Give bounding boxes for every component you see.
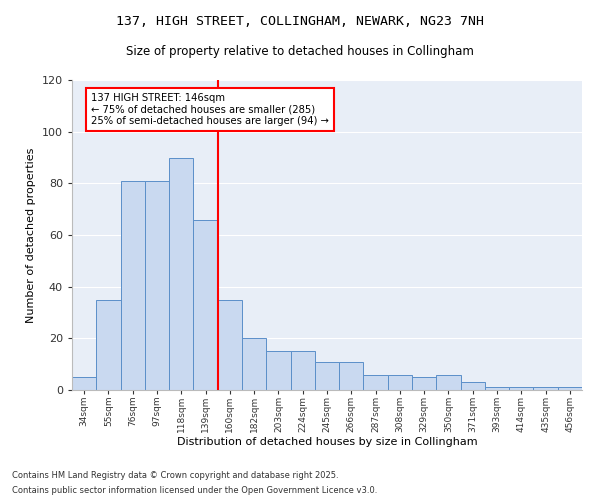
X-axis label: Distribution of detached houses by size in Collingham: Distribution of detached houses by size … xyxy=(176,438,478,448)
Bar xyxy=(242,338,266,390)
Bar xyxy=(558,388,582,390)
Bar xyxy=(290,351,315,390)
Bar xyxy=(96,300,121,390)
Bar xyxy=(364,374,388,390)
Bar xyxy=(533,388,558,390)
Bar xyxy=(436,374,461,390)
Bar xyxy=(339,362,364,390)
Text: 137 HIGH STREET: 146sqm
← 75% of detached houses are smaller (285)
25% of semi-d: 137 HIGH STREET: 146sqm ← 75% of detache… xyxy=(91,93,329,126)
Bar xyxy=(388,374,412,390)
Bar xyxy=(412,377,436,390)
Bar xyxy=(509,388,533,390)
Bar xyxy=(193,220,218,390)
Bar xyxy=(461,382,485,390)
Y-axis label: Number of detached properties: Number of detached properties xyxy=(26,148,36,322)
Text: Contains HM Land Registry data © Crown copyright and database right 2025.: Contains HM Land Registry data © Crown c… xyxy=(12,471,338,480)
Bar xyxy=(218,300,242,390)
Text: Contains public sector information licensed under the Open Government Licence v3: Contains public sector information licen… xyxy=(12,486,377,495)
Bar xyxy=(315,362,339,390)
Bar xyxy=(121,180,145,390)
Bar xyxy=(72,377,96,390)
Bar xyxy=(266,351,290,390)
Text: 137, HIGH STREET, COLLINGHAM, NEWARK, NG23 7NH: 137, HIGH STREET, COLLINGHAM, NEWARK, NG… xyxy=(116,15,484,28)
Bar xyxy=(169,158,193,390)
Bar xyxy=(485,388,509,390)
Bar xyxy=(145,180,169,390)
Text: Size of property relative to detached houses in Collingham: Size of property relative to detached ho… xyxy=(126,45,474,58)
